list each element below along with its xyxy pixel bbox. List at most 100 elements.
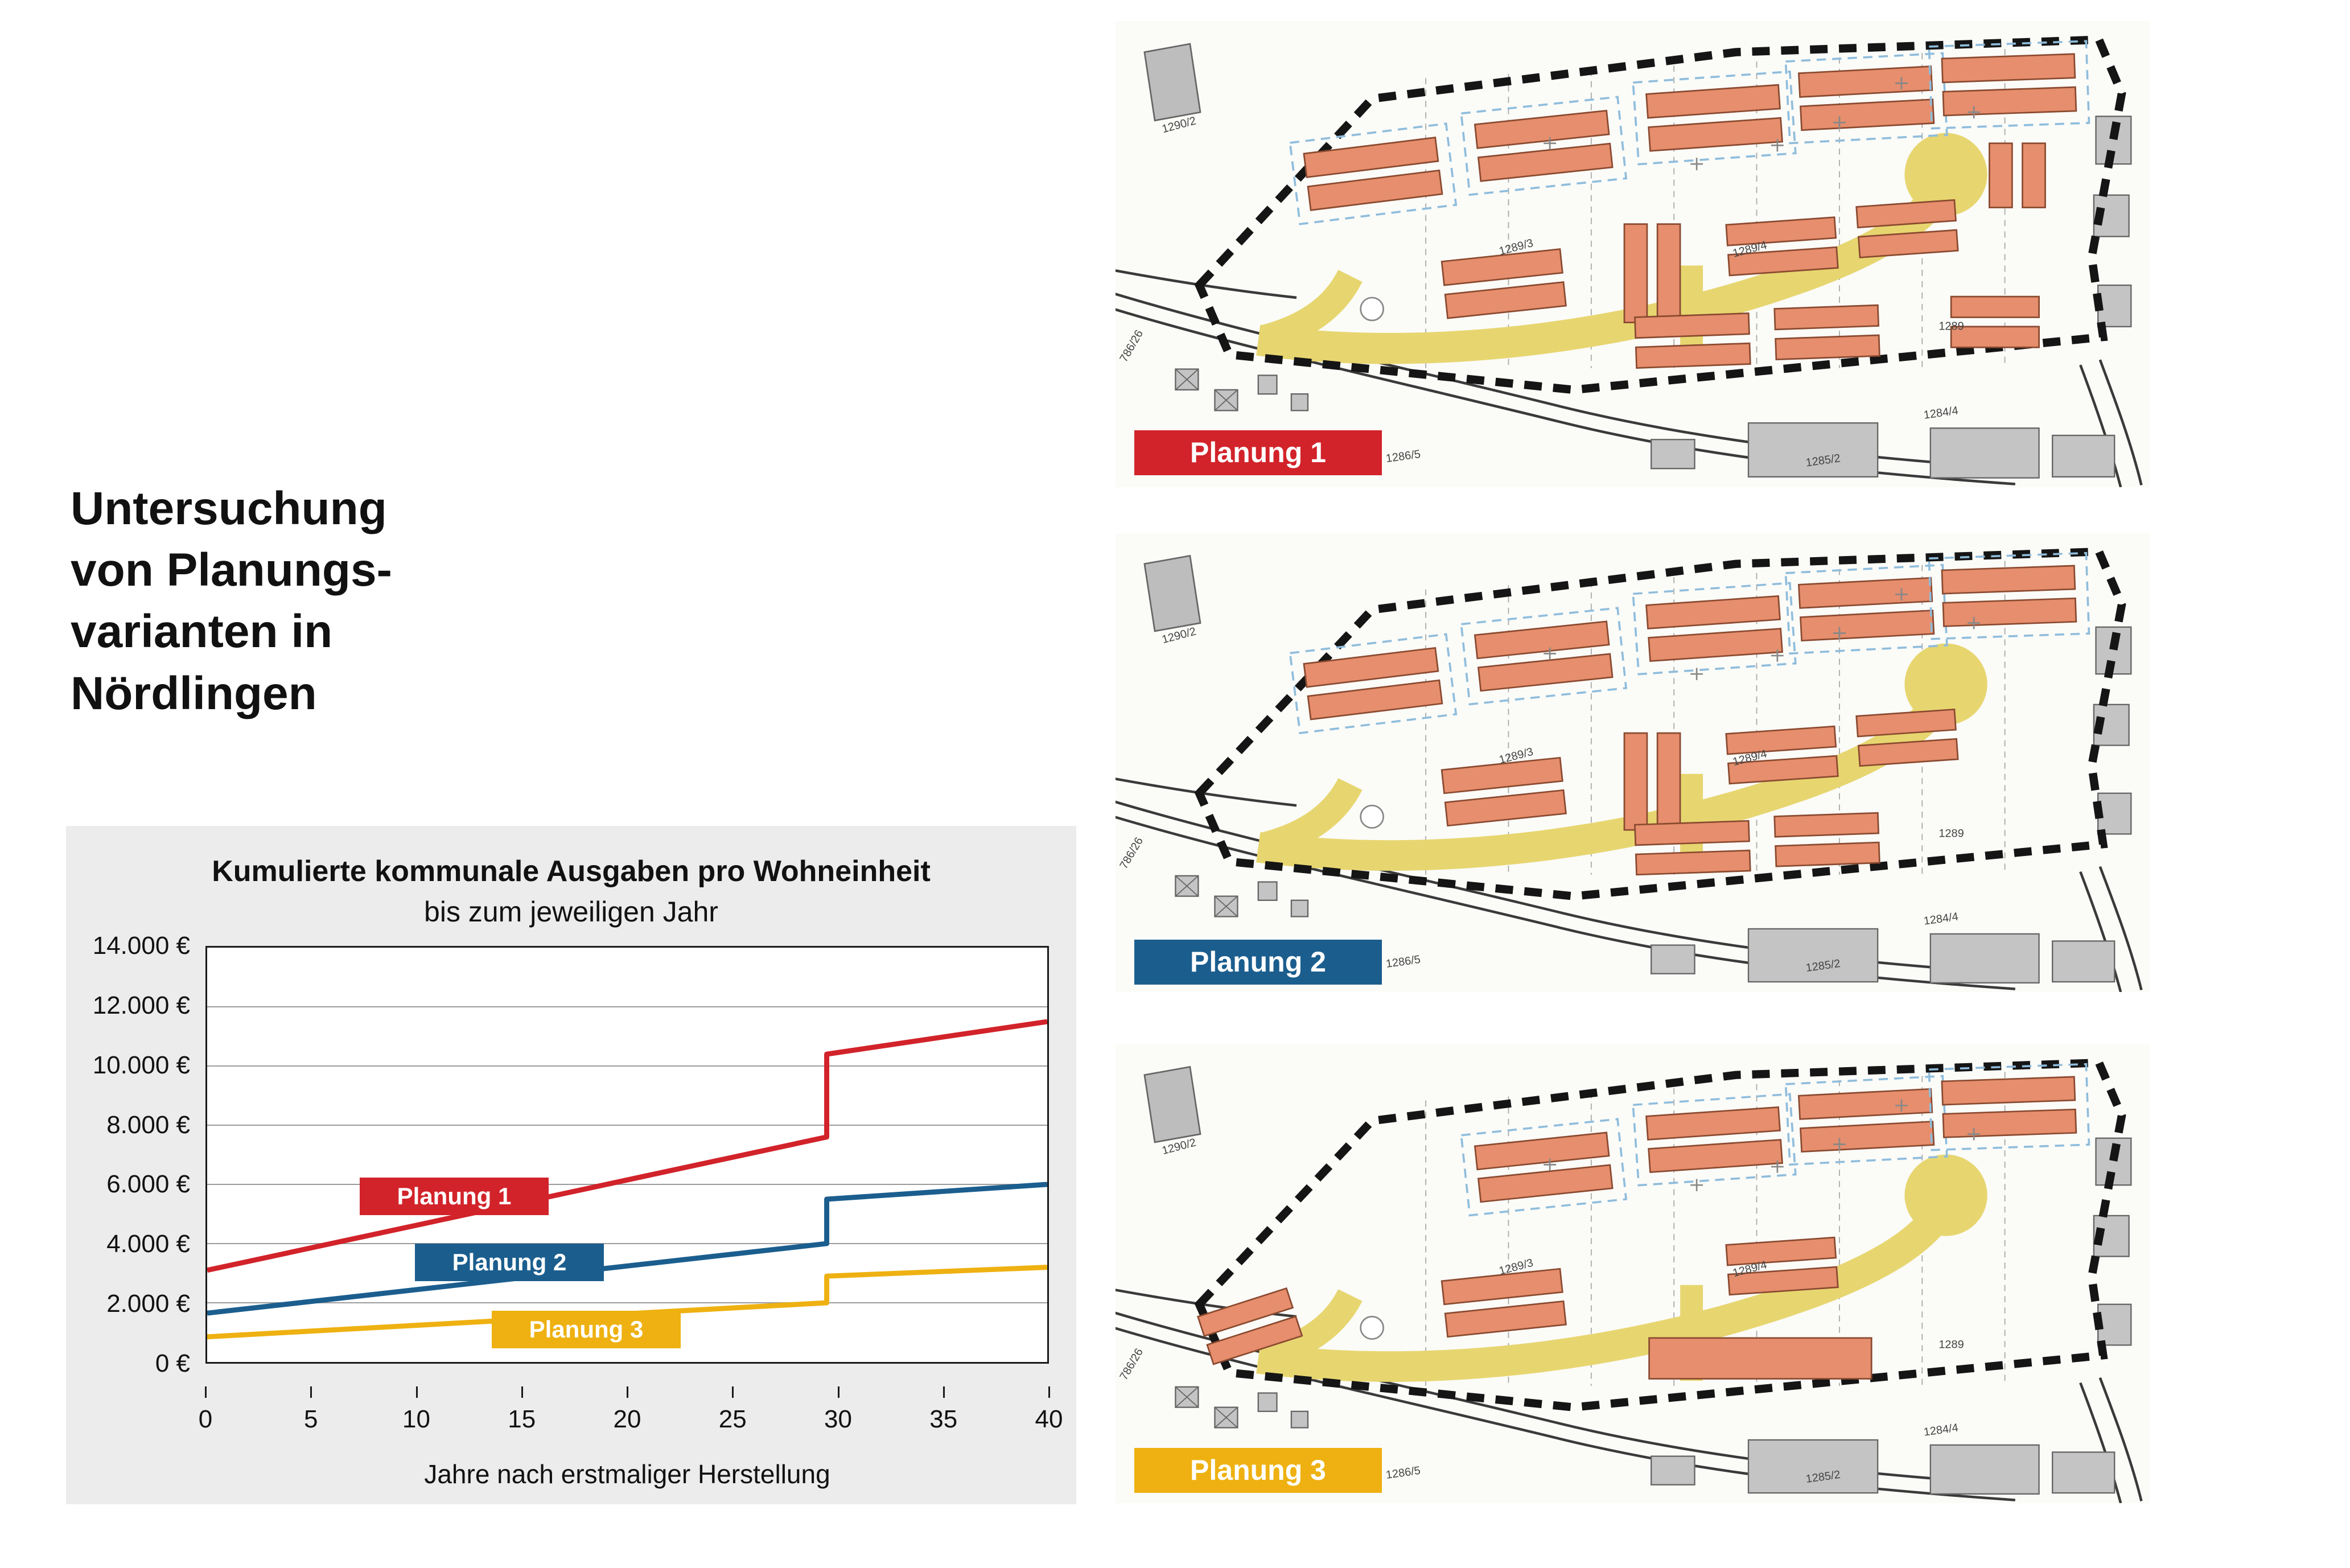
building-cluster xyxy=(1773,304,1880,361)
building-gray xyxy=(1651,1455,1695,1485)
parcel-label: 1289 xyxy=(1939,1339,1964,1351)
x-tick-label: 20 xyxy=(613,1405,641,1433)
building-cluster xyxy=(1950,295,2040,348)
x-tick-mark xyxy=(415,1386,418,1398)
building-gray xyxy=(2052,940,2116,983)
estate-road xyxy=(1262,1289,1363,1369)
y-tick-label: 6.000 € xyxy=(106,1170,190,1199)
x-tick-mark xyxy=(732,1386,734,1398)
building-gray xyxy=(2093,194,2130,237)
parcel-outline xyxy=(1928,40,2090,130)
x-tick-mark xyxy=(943,1386,945,1398)
building-cluster xyxy=(1773,812,1880,867)
building-cluster xyxy=(1634,820,1751,876)
building-cross xyxy=(1214,389,1238,411)
building-gray xyxy=(1929,1444,2040,1495)
building-gray xyxy=(2097,284,2132,328)
x-tick-mark xyxy=(1048,1386,1050,1398)
x-tick-label: 10 xyxy=(402,1405,430,1433)
building-cluster xyxy=(1989,142,2046,208)
parcel-outline xyxy=(1928,1063,2090,1151)
road-line xyxy=(2098,866,2143,990)
site-plan-planung-2: 1290/2 1289/3 1289/4 1289 1284/4 1285/2 1286/5… xyxy=(1116,533,2150,992)
map-label-planung-2: Planung 2 xyxy=(1134,940,1382,985)
parcel-outline xyxy=(1784,1075,1948,1166)
building-gray xyxy=(1651,944,1695,974)
estate-road xyxy=(1256,1195,1960,1382)
estate-road xyxy=(1262,777,1363,858)
plot-area xyxy=(205,946,1049,1364)
road-line xyxy=(1116,777,1297,807)
x-tick-mark xyxy=(837,1386,839,1398)
building-gray xyxy=(1143,554,1201,632)
building-gray xyxy=(1651,439,1695,470)
x-tick-mark xyxy=(521,1386,523,1398)
parcel-outline xyxy=(1784,563,1948,655)
road-line xyxy=(1116,269,1297,299)
building-cross xyxy=(1175,875,1199,897)
road-line xyxy=(2098,1377,2143,1501)
building-cluster xyxy=(1928,552,2090,640)
building-cluster xyxy=(1460,96,1628,196)
estate-boundary xyxy=(1194,1058,2126,1411)
x-tick-label: 35 xyxy=(929,1405,958,1433)
map-label-planung-1: Planung 1 xyxy=(1134,430,1382,475)
estate-boundary xyxy=(1194,35,2126,394)
building-cluster xyxy=(1928,1063,2090,1151)
building-cluster xyxy=(1460,1118,1628,1217)
y-tick-label: 0 € xyxy=(155,1349,190,1377)
x-tick-mark xyxy=(627,1386,628,1398)
building-gray xyxy=(1929,427,2040,479)
building-cross xyxy=(1214,1406,1238,1429)
parcel-outline xyxy=(1460,607,1628,706)
building-cluster xyxy=(1855,708,1959,767)
building-cluster xyxy=(1441,248,1567,319)
legend-badge-planung-2: Planung 2 xyxy=(415,1244,604,1281)
parcel-outline xyxy=(1289,122,1458,225)
building-cluster xyxy=(1623,223,1681,323)
building-cluster xyxy=(1623,732,1681,831)
building-gray xyxy=(1257,374,1278,395)
estate-boundary xyxy=(1194,547,2126,900)
y-tick-label: 8.000 € xyxy=(106,1110,190,1139)
estate-road xyxy=(1262,269,1363,351)
building-cluster xyxy=(1634,312,1751,369)
building-gray xyxy=(1290,899,1309,917)
page-title: Untersuchung von Planungs- varianten in … xyxy=(71,478,392,725)
page-title-line: Nördlingen xyxy=(71,667,317,719)
building-gray xyxy=(1290,393,1309,411)
manhole xyxy=(1360,297,1384,322)
x-tick-mark xyxy=(205,1386,207,1398)
x-tick-mark xyxy=(310,1386,312,1398)
building-gray xyxy=(2052,434,2116,478)
building-cluster xyxy=(1196,1287,1303,1365)
legend-badge-planung-3: Planung 3 xyxy=(492,1311,681,1348)
building-gray xyxy=(1257,881,1278,901)
parcel-outline xyxy=(1632,582,1797,676)
turnaround xyxy=(1904,133,1987,216)
page-title-line: varianten in xyxy=(71,606,333,658)
y-tick-label: 12.000 € xyxy=(92,991,190,1019)
chart-title: Kumulierte kommunale Ausgaben pro Wohnei… xyxy=(212,855,931,888)
chart-subtitle: bis zum jeweiligen Jahr xyxy=(424,896,718,928)
building-cluster xyxy=(1725,1236,1839,1296)
parcel-label: 1289 xyxy=(1939,320,1964,332)
road-line xyxy=(2079,364,2122,487)
chart-canvas xyxy=(207,1006,1047,1340)
building-cluster xyxy=(1460,607,1628,706)
parcel-outline xyxy=(1289,633,1458,734)
parcel-outline xyxy=(1632,1093,1797,1187)
building-cluster xyxy=(1289,633,1458,734)
legend-badge-planung-1: Planung 1 xyxy=(360,1178,549,1215)
building-cluster xyxy=(1632,1093,1797,1187)
building-gray xyxy=(2052,1451,2116,1494)
map-label-planung-3: Planung 3 xyxy=(1134,1448,1382,1493)
building-gray xyxy=(1929,933,2040,984)
site-plan-planung-3: 1290/2 1289/3 1289/4 1289 1284/4 1285/2 1286/5… xyxy=(1116,1044,2150,1503)
building-cluster xyxy=(1928,40,2090,130)
x-axis-title: Jahre nach erstmaliger Herstellung xyxy=(424,1459,830,1489)
building-gray xyxy=(1143,43,1201,122)
building-cluster xyxy=(1725,216,1839,277)
